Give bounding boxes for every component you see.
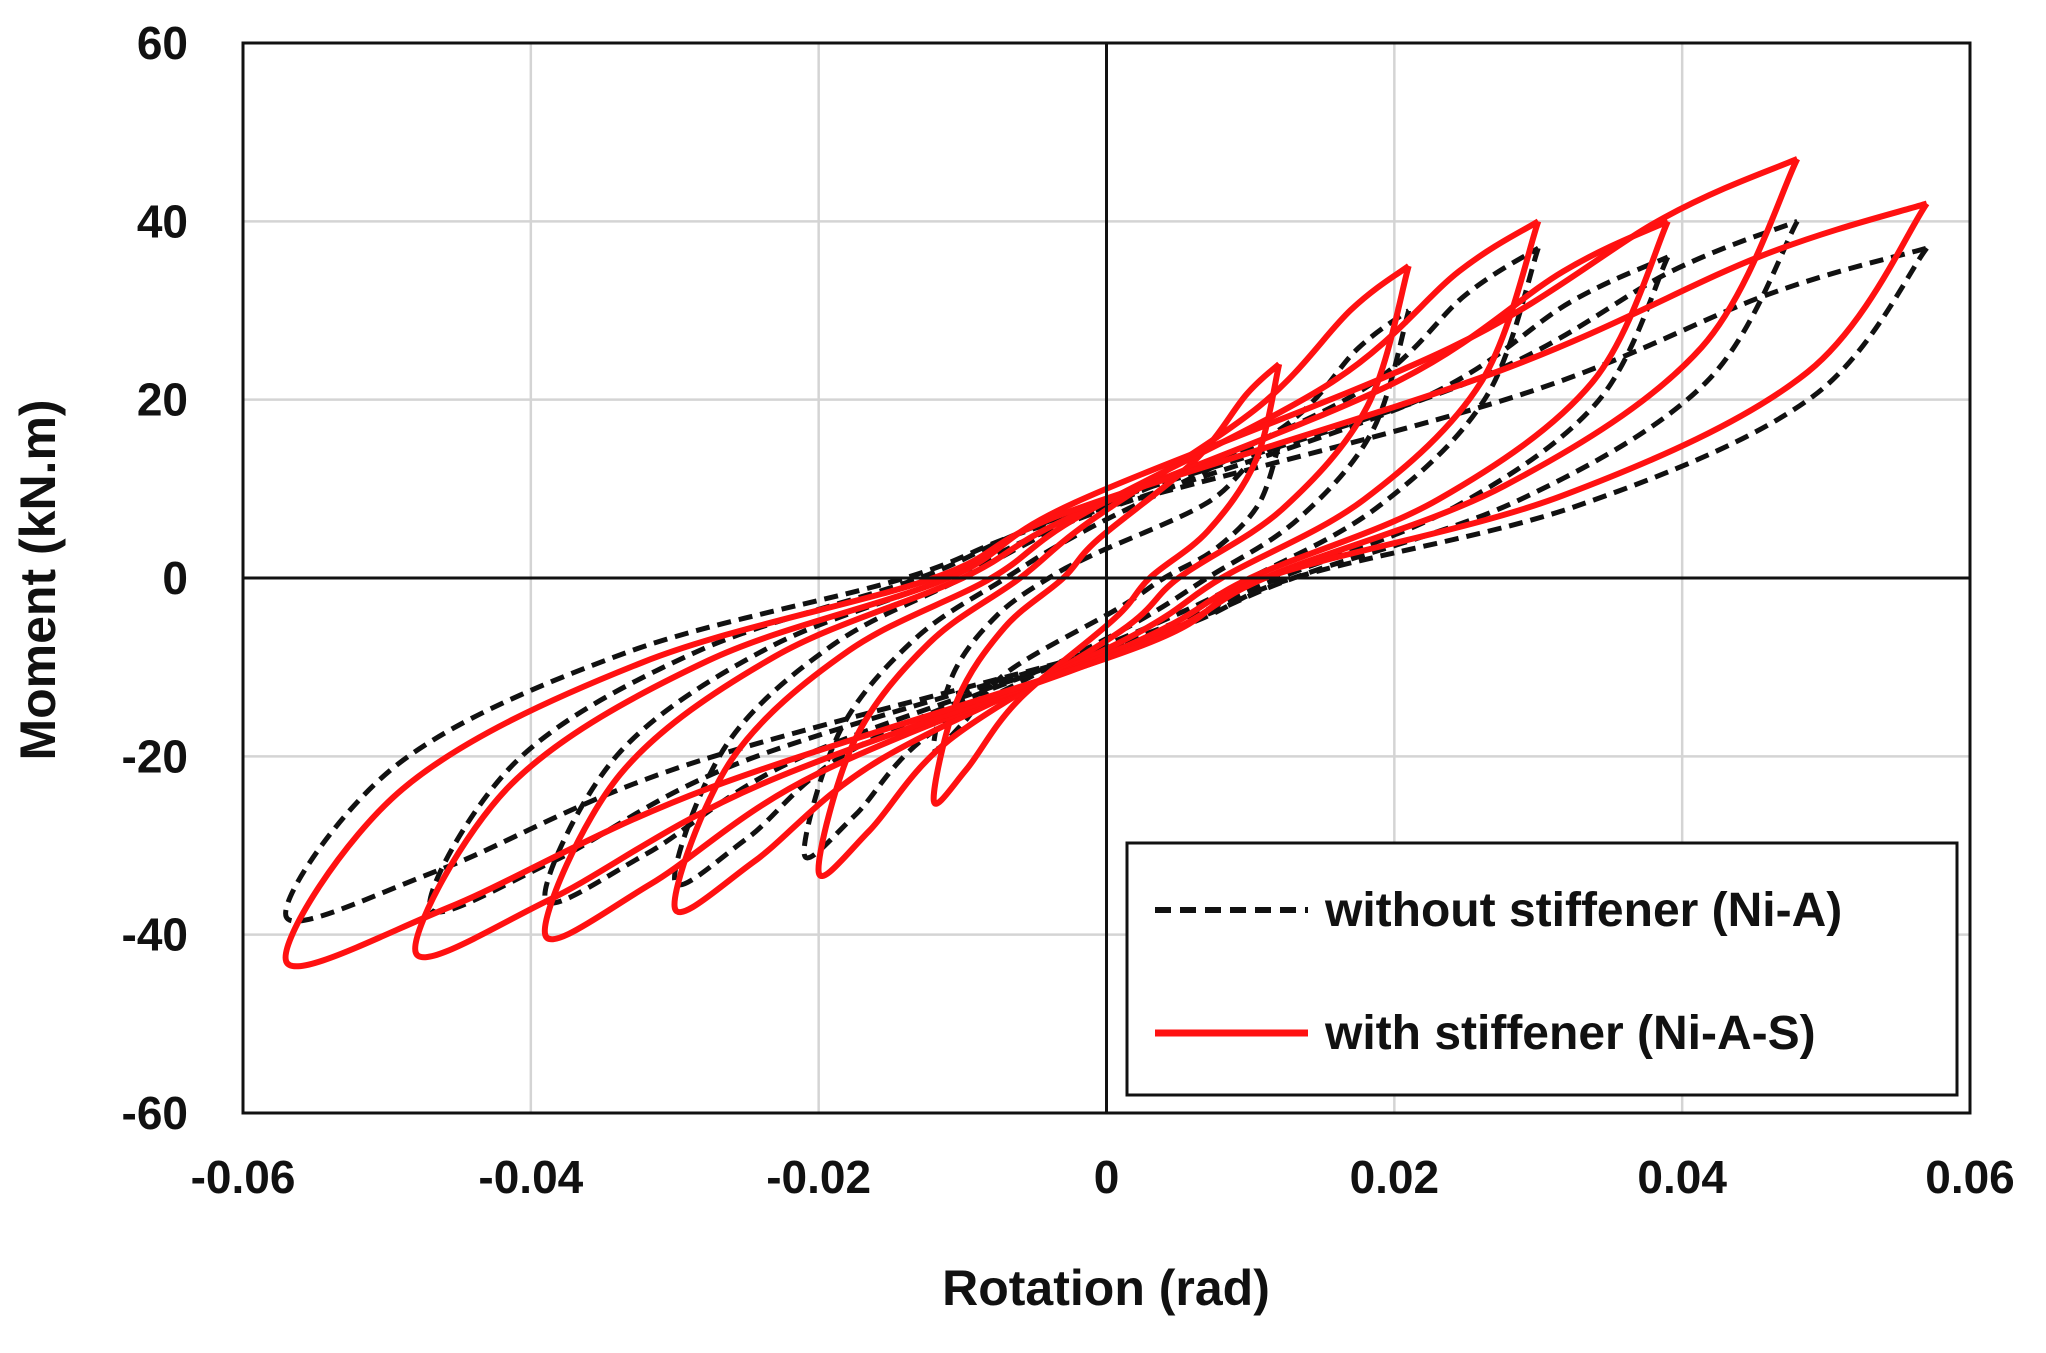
y-tick-label: -40 [122, 909, 188, 961]
y-tick-label: -20 [122, 730, 188, 782]
legend-box [1125, 841, 1959, 1097]
x-tick-label: 0.04 [1637, 1151, 1727, 1203]
x-tick-label: -0.06 [191, 1151, 296, 1203]
x-tick-label: -0.02 [766, 1151, 871, 1203]
without-stiffener-loop-3 [672, 245, 1541, 888]
series-with-stiffener [282, 156, 1930, 970]
y-tick-label: 20 [137, 374, 188, 426]
x-tick-label: 0.02 [1350, 1151, 1440, 1203]
x-tick-label: 0 [1094, 1151, 1120, 1203]
x-tick-label: 0.06 [1925, 1151, 2015, 1203]
with-stiffener-loop-6 [282, 200, 1930, 970]
y-tick-label: 40 [137, 195, 188, 247]
legend-label-without-stiffener: without stiffener (Ni-A) [1324, 884, 1842, 937]
y-tick-label: -60 [122, 1087, 188, 1139]
axes [241, 41, 1972, 1115]
legend-label-with-stiffener: with stiffener (Ni-A-S) [1324, 1007, 1816, 1060]
legend: without stiffener (Ni-A) with stiffener … [1125, 841, 1959, 1097]
data-series [282, 156, 1930, 970]
without-stiffener-loop-1 [931, 442, 1282, 752]
without-stiffener-loop-4 [542, 254, 1671, 906]
y-tick-label: 0 [162, 552, 188, 604]
with-stiffener-loop-4 [541, 218, 1671, 943]
with-stiffener-loop-5 [412, 156, 1800, 961]
x-tick-label: -0.04 [478, 1151, 583, 1203]
y-tick-label: 60 [137, 17, 188, 69]
x-axis-title: Rotation (rad) [942, 1260, 1270, 1316]
tick-labels: -0.06 -0.04 -0.02 0 0.02 0.04 0.06 -60 -40 -20 0 20… [122, 17, 2015, 1203]
with-stiffener-loop-1 [930, 361, 1283, 807]
y-axis-title: Moment (kN.m) [10, 399, 66, 760]
